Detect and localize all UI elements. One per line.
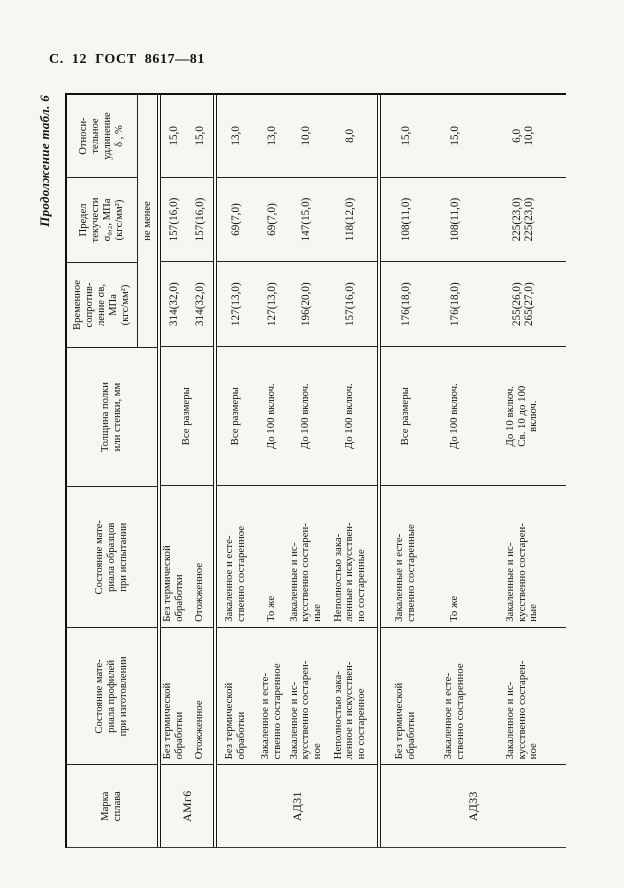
col-profile-state: Без термической обработки Закаленное и е…	[217, 626, 377, 765]
cell-profile: Закаленное и есте- ственно состаренное	[259, 663, 283, 760]
cell-specimen: Закаленные и ис- кусственно состарен- ны…	[287, 523, 323, 622]
cell-thickness: Все размеры	[180, 387, 193, 446]
col-header-profile-state: Состояние мате- риала профилей при изгот…	[67, 627, 157, 765]
cell-elongation: 13,0	[230, 126, 242, 146]
cell-yield: 69(7,0)	[266, 203, 278, 236]
table-title: Продолжение табл. 6	[37, 95, 52, 227]
cell-elongation: 6,0 10,0	[510, 126, 535, 146]
cell-profile: Без термической обработки	[161, 682, 185, 760]
cell-specimen: То же	[265, 595, 278, 622]
cell-thickness: До 100 включ.	[265, 383, 278, 450]
alloy-name: АД31	[217, 764, 377, 847]
col-header-thickness: Толщина полки или стенки, мм	[67, 347, 157, 487]
col-thickness: Все размеры	[161, 346, 213, 486]
cell-yield: 157(16,0)	[194, 197, 206, 242]
cell-tensile: 314(32,0)	[168, 282, 180, 327]
col-yield: 157(16,0) 157(16,0)	[161, 176, 213, 262]
cell-elongation: 15,0	[400, 126, 412, 146]
col-tensile: 314(32,0) 314(32,0)	[161, 261, 213, 346]
cell-tensile: 314(32,0)	[194, 282, 206, 327]
cell-thickness: До 100 включ.	[299, 383, 312, 450]
cell-profile: Отожженное	[193, 700, 206, 760]
alloy-group-ad33: АД33 Без термической обработки Закаленно…	[381, 95, 566, 847]
cell-elongation: 13,0	[266, 126, 278, 146]
alloy-group-ad31: АД31 Без термической обработки Закаленно…	[217, 95, 377, 847]
cell-yield: 225(23,0) 225(23,0)	[510, 197, 535, 242]
cell-tensile: 157(16,0)	[344, 282, 356, 327]
cell-thickness: До 10 включ. Св. 10 до 100 включ.	[504, 385, 540, 447]
strength-header-top: Временное сопротив- ление σв, МПа (кгс/м…	[67, 95, 137, 347]
cell-yield: 147(15,0)	[300, 197, 312, 242]
cell-yield: 69(7,0)	[230, 203, 242, 236]
col-thickness: Все размеры До 100 включ. До 10 включ. С…	[381, 346, 566, 486]
cell-profile: Закаленное и ис- кусственно состарен- но…	[504, 660, 540, 760]
col-profile-state: Без термической обработки Отожженное	[161, 626, 213, 765]
cell-profile: Закаленное и ис- кусственно состарен- но…	[287, 660, 323, 760]
col-header-tensile: Временное сопротив- ление σв, МПа (кгс/м…	[67, 262, 137, 347]
col-header-elongation: Относи- тельное удлинение δ , %	[78, 112, 125, 160]
alloy-name: АД33	[381, 764, 566, 847]
cell-elongation: 10,0	[300, 126, 312, 146]
page-header: С. 12 ГОСТ 8617—81	[49, 52, 205, 67]
col-thickness: Все размеры До 100 включ. До 100 включ. …	[217, 346, 377, 486]
rotated-table-area: Продолжение табл. 6 Марка сплава Состоян…	[35, 93, 568, 848]
cell-specimen: Неполностью зака- ленные и искусствен- н…	[331, 522, 367, 622]
cell-tensile: 176(18,0)	[400, 282, 412, 327]
cell-profile: Закаленное и есте- ственно состаренное	[442, 663, 466, 760]
table-header-row: Марка сплава Состояние мате- риала профи…	[67, 95, 157, 847]
alloy-name: АМг6	[161, 764, 213, 847]
cell-yield: 157(16,0)	[168, 197, 180, 242]
col-yield: 69(7,0) 69(7,0) 147(15,0) 118(12,0)	[217, 176, 377, 262]
cell-specimen: Без термической обработки	[161, 545, 185, 622]
col-specimen-state: Закаленное и есте- ственно состаренное Т…	[217, 485, 377, 627]
cell-yield: 108(11,0)	[449, 197, 461, 242]
col-profile-state: Без термической обработки Закаленное и е…	[381, 626, 566, 765]
col-specimen-state: Закаленные и есте- ственно состаренные Т…	[381, 485, 566, 627]
cell-thickness: До 100 включ.	[448, 383, 461, 450]
col-specimen-state: Без термической обработки Отожженное	[161, 485, 213, 627]
cell-tensile: 127(13,0)	[266, 282, 278, 327]
cell-yield: 108(11,0)	[400, 197, 412, 242]
cell-yield: 118(12,0)	[344, 197, 356, 242]
cell-thickness: Все размеры	[399, 387, 412, 446]
cell-tensile: 176(18,0)	[449, 282, 461, 327]
cell-profile: Неполностью зака- ленное и искусствен- н…	[331, 661, 367, 760]
cell-specimen: То же	[448, 595, 461, 622]
standards-table: Марка сплава Состояние мате- риала профи…	[65, 93, 566, 848]
cell-specimen: Закаленные и есте- ственно состаренные	[393, 524, 417, 622]
cell-specimen: Закаленное и есте- ственно состаренное	[223, 525, 247, 622]
col-elongation: 15,0 15,0 6,0 10,0	[381, 95, 566, 177]
cell-elongation: 15,0	[194, 126, 206, 146]
cell-thickness: До 100 включ.	[343, 383, 356, 450]
col-header-alloy: Марка сплава	[67, 764, 157, 847]
col-tensile: 176(18,0) 176(18,0) 255(26,0) 265(27,0)	[381, 261, 566, 346]
col-tensile: 127(13,0) 127(13,0) 196(20,0) 157(16,0)	[217, 261, 377, 346]
alloy-group-amg6: АМг6 Без термической обработки Отожженно…	[161, 95, 213, 847]
cell-tensile: 255(26,0) 265(27,0)	[510, 282, 535, 327]
col-elongation: 13,0 13,0 10,0 8,0	[217, 95, 377, 177]
cell-thickness: Все размеры	[229, 387, 242, 446]
col-header-yield: Предел текучести σ₀,₂, МПа (кгс/мм²)	[67, 177, 137, 262]
subheader-not-less: не менее	[137, 95, 157, 347]
col-elongation: 15,0 15,0	[161, 95, 213, 177]
cell-profile: Без термической обработки	[223, 682, 247, 760]
cell-tensile: 127(13,0)	[230, 282, 242, 327]
strength-header-block: Временное сопротив- ление σв, МПа (кгс/м…	[67, 95, 157, 347]
cell-profile: Без термической обработки	[393, 682, 417, 760]
col-header-specimen-state: Состояние мате- риала образцов при испыт…	[67, 486, 157, 628]
cell-elongation: 15,0	[168, 126, 180, 146]
col-yield: 108(11,0) 108(11,0) 225(23,0) 225(23,0)	[381, 176, 566, 262]
cell-tensile: 196(20,0)	[300, 282, 312, 327]
cell-elongation: 8,0	[344, 128, 356, 143]
cell-elongation: 15,0	[449, 126, 461, 146]
cell-specimen: Отожженное	[193, 562, 206, 622]
cell-specimen: Закаленные и ис- кусственно состарен- ны…	[504, 523, 540, 622]
